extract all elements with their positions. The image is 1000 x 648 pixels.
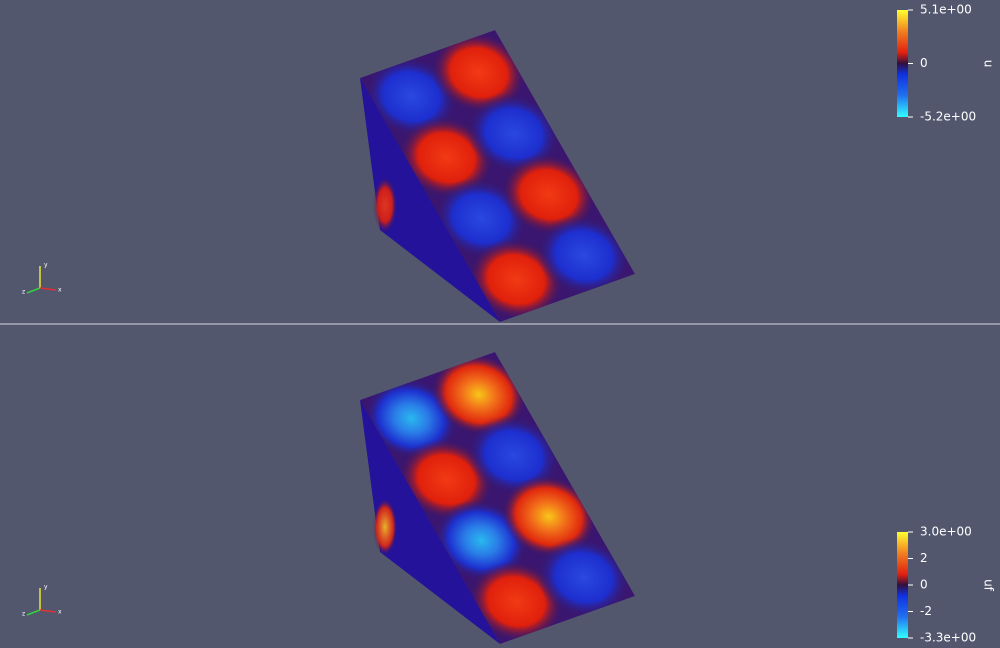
field-blob	[466, 92, 561, 175]
field-blob	[431, 31, 526, 114]
field-blob	[536, 214, 631, 297]
colorbar	[897, 10, 908, 117]
colorbar-label: 3.0e+00	[920, 525, 972, 539]
render-view: 3.0e+00 2 0 -2 -3.3e+00 uf y x z	[22, 352, 996, 645]
axis-label: y	[44, 584, 48, 591]
colorbar-label: 5.1e+00	[920, 3, 972, 17]
colorbar-title: uf	[982, 579, 996, 592]
axis-label: z	[22, 289, 25, 296]
axis-label: z	[22, 611, 25, 618]
colorbar-title: u	[982, 60, 996, 68]
face-clip	[360, 30, 635, 322]
field-blob	[466, 414, 561, 497]
side-blob	[373, 499, 397, 555]
axis-label: x	[58, 287, 62, 294]
colorbar-label: -3.3e+00	[920, 631, 976, 645]
axis-x	[39, 287, 57, 291]
axis-x	[39, 609, 57, 613]
axis-label: x	[58, 609, 62, 616]
colorbar-label: -5.2e+00	[920, 110, 976, 124]
field-blob	[501, 153, 596, 236]
colorbar-label: 2	[920, 551, 928, 565]
axis-z	[26, 287, 41, 294]
wedge-top-face	[360, 352, 635, 644]
field-blob	[431, 353, 526, 436]
face-clip	[360, 352, 635, 644]
axis-label: y	[44, 262, 48, 269]
colorbar-label: 0	[920, 56, 928, 70]
wedge-top-face	[360, 30, 635, 322]
render-view: 5.1e+00 0 -5.2e+00 u y x z	[22, 3, 996, 322]
field-blob	[501, 475, 596, 558]
field-blob	[536, 536, 631, 619]
colorbar	[897, 532, 908, 638]
colorbar-label: 0	[920, 578, 928, 592]
side-blob	[373, 177, 397, 233]
colorbar-label: -2	[920, 604, 932, 618]
axis-z	[26, 609, 41, 616]
